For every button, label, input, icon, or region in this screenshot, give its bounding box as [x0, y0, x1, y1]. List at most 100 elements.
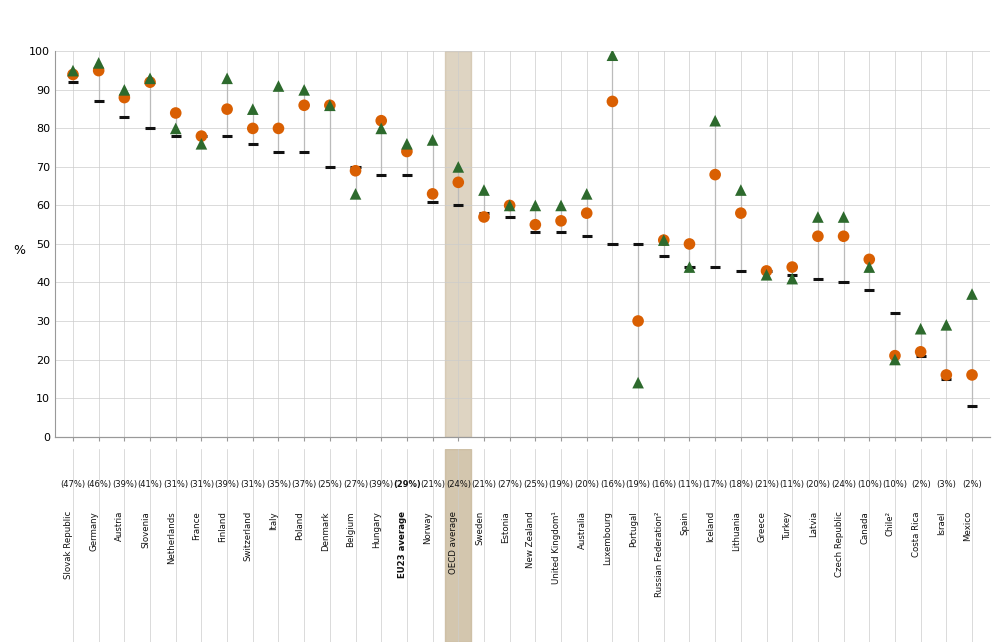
Text: New Zealand: New Zealand	[526, 511, 535, 568]
Point	[270, 123, 286, 134]
Text: Chile²: Chile²	[886, 511, 895, 536]
Text: Mexico: Mexico	[963, 511, 972, 541]
Point	[681, 239, 697, 249]
Point	[322, 100, 338, 110]
Point	[913, 347, 929, 357]
Text: Sweden: Sweden	[475, 511, 484, 545]
Point	[887, 351, 903, 361]
Point	[733, 208, 749, 218]
Point	[784, 262, 800, 272]
Point	[887, 354, 903, 365]
Point	[810, 212, 826, 222]
Point	[168, 123, 184, 134]
Point	[810, 231, 826, 241]
Text: (41%): (41%)	[138, 480, 163, 489]
Point	[964, 370, 980, 380]
Point	[373, 116, 389, 126]
Point	[579, 189, 595, 199]
Text: (39%): (39%)	[369, 480, 394, 489]
Text: (19%): (19%)	[626, 480, 651, 489]
Point	[65, 69, 81, 80]
Text: Poland: Poland	[295, 511, 304, 540]
Point	[193, 131, 209, 141]
Point	[630, 377, 646, 388]
Text: (11%): (11%)	[677, 480, 702, 489]
Point	[373, 123, 389, 134]
Text: Switzerland: Switzerland	[244, 511, 253, 561]
Bar	[445, 449, 471, 642]
Text: Lithuania: Lithuania	[732, 511, 741, 551]
Text: (21%): (21%)	[420, 480, 445, 489]
Text: (27%): (27%)	[343, 480, 368, 489]
Text: Italy: Italy	[269, 511, 278, 530]
Text: (10%): (10%)	[882, 480, 907, 489]
Point	[630, 316, 646, 326]
Point	[681, 262, 697, 272]
Text: (47%): (47%)	[60, 480, 86, 489]
Text: Finland: Finland	[218, 511, 227, 542]
Point	[604, 96, 620, 107]
Text: Austria: Austria	[115, 511, 124, 541]
Point	[707, 116, 723, 126]
Point	[604, 50, 620, 60]
Point	[219, 104, 235, 114]
Point	[861, 254, 877, 265]
Text: (20%): (20%)	[574, 480, 599, 489]
Text: Israel: Israel	[937, 511, 946, 535]
Text: Czech Republic: Czech Republic	[835, 511, 844, 577]
Text: Latvia: Latvia	[809, 511, 818, 537]
Text: (24%): (24%)	[446, 480, 471, 489]
Text: (19%): (19%)	[549, 480, 574, 489]
Point	[476, 212, 492, 222]
Y-axis label: %: %	[13, 244, 25, 257]
Text: (21%): (21%)	[754, 480, 779, 489]
Text: Slovak Republic: Slovak Republic	[64, 511, 73, 579]
Point	[656, 235, 672, 245]
Point	[245, 104, 261, 114]
Point	[579, 208, 595, 218]
Point	[527, 200, 543, 211]
Text: (3%): (3%)	[936, 480, 956, 489]
Text: (17%): (17%)	[703, 480, 728, 489]
Point	[142, 73, 158, 83]
Point	[270, 81, 286, 91]
Point	[91, 65, 107, 76]
Text: Denmark: Denmark	[321, 511, 330, 551]
Text: Iceland: Iceland	[706, 511, 715, 542]
Text: (11%): (11%)	[780, 480, 805, 489]
Point	[964, 289, 980, 299]
Bar	[445, 51, 471, 437]
Point	[502, 200, 518, 211]
Text: (39%): (39%)	[215, 480, 240, 489]
Text: (2%): (2%)	[962, 480, 982, 489]
Text: Greece: Greece	[758, 511, 767, 542]
Text: (46%): (46%)	[86, 480, 111, 489]
Text: (31%): (31%)	[240, 480, 265, 489]
Point	[399, 139, 415, 149]
Point	[759, 266, 775, 276]
Point	[733, 185, 749, 195]
Point	[296, 100, 312, 110]
Point	[348, 189, 364, 199]
Text: Slovenia: Slovenia	[141, 511, 150, 548]
Point	[168, 108, 184, 118]
Text: Canada: Canada	[860, 511, 869, 544]
Text: (35%): (35%)	[266, 480, 291, 489]
Text: (27%): (27%)	[497, 480, 522, 489]
Text: (25%): (25%)	[317, 480, 342, 489]
Text: (21%): (21%)	[471, 480, 496, 489]
Text: Germany: Germany	[90, 511, 99, 551]
Point	[527, 220, 543, 230]
Point	[219, 73, 235, 83]
Point	[142, 77, 158, 87]
Point	[553, 200, 569, 211]
Text: Belgium: Belgium	[347, 511, 356, 546]
Point	[425, 189, 441, 199]
Point	[913, 324, 929, 334]
Text: United Kingdom¹: United Kingdom¹	[552, 511, 561, 584]
Point	[553, 216, 569, 226]
Text: (16%): (16%)	[600, 480, 625, 489]
Text: EU23 average: EU23 average	[398, 511, 407, 578]
Point	[399, 146, 415, 157]
Text: France: France	[192, 511, 201, 540]
